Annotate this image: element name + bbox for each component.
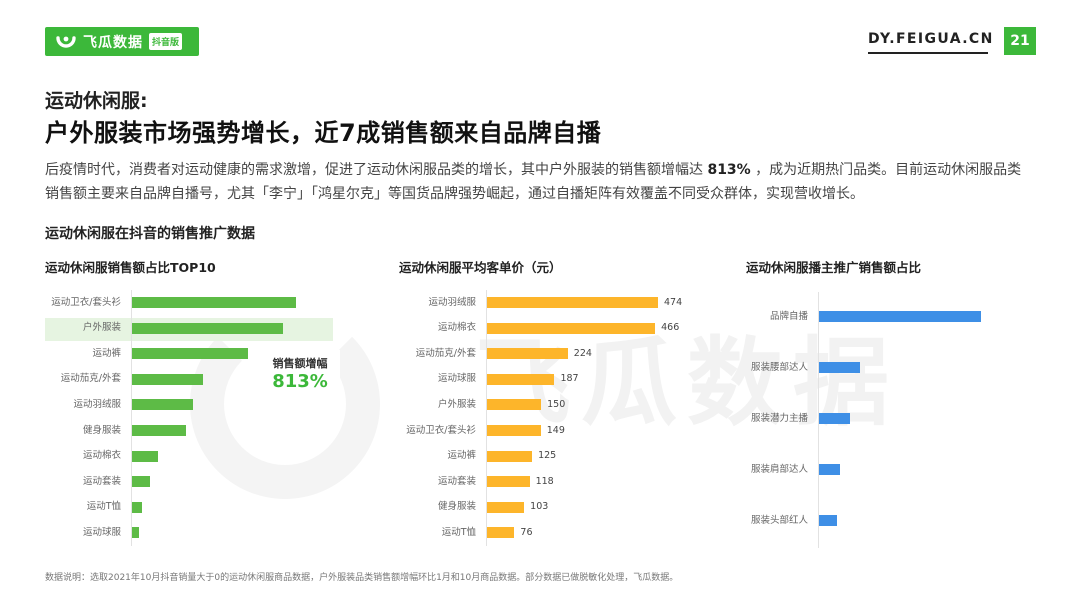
- chart1-bar: [132, 348, 249, 360]
- section-kicker: 运动休闲服:: [45, 90, 148, 112]
- chart2-value-label: 118: [535, 475, 554, 487]
- chart1-category-label: 运动卫衣/套头衫: [51, 296, 121, 308]
- chart2-bar: [487, 322, 656, 334]
- description-highlight: 813%: [707, 162, 751, 178]
- chart2-category-label: 运动T恤: [441, 526, 476, 538]
- site-underline: [868, 52, 988, 54]
- chart2-bar: [487, 425, 541, 436]
- chart1-bar: [132, 450, 159, 462]
- chart1-title: 运动休闲服销售额占比TOP10: [45, 260, 216, 275]
- chart3-bar: [819, 464, 841, 475]
- chart1-category-label: 户外服装: [82, 322, 121, 334]
- page-number: 21: [1004, 27, 1036, 55]
- description-part2: ，成为近期热门品类。目前运动休闲服品类销售额主要来自品牌自播号，尤其「李宁」「鸿…: [45, 162, 1022, 202]
- chart1-category-label: 健身服装: [82, 424, 121, 436]
- chart2-bar: [487, 399, 542, 411]
- section-title: 运动休闲服在抖音的销售推广数据: [45, 226, 255, 242]
- chart2-category-label: 健身服装: [437, 501, 476, 513]
- callout-label: 销售额增幅: [272, 357, 328, 370]
- chart2-category-label: 运动球服: [437, 373, 476, 385]
- chart3-bar: [819, 311, 981, 322]
- chart2-value-label: 103: [530, 501, 549, 513]
- chart1-axis-line: [131, 290, 132, 546]
- brand-tag: 抖音版: [149, 33, 183, 50]
- chart3-axis-line: [818, 292, 819, 548]
- chart1-category-label: 运动T恤: [86, 501, 121, 513]
- footnote: 数据说明：选取2021年10月抖音销量大于0的运动休闲服商品数据，户外服装品类销…: [45, 573, 679, 583]
- chart2-category-label: 运动茄克/外套: [415, 347, 476, 359]
- chart2-value-label: 149: [546, 424, 565, 436]
- chart1-bar: [132, 297, 296, 308]
- chart3-bar: [819, 362, 860, 373]
- chart2-value-label: 187: [560, 373, 579, 385]
- chart2-bar: [487, 348, 568, 360]
- description-part1: 后疫情时代，消费者对运动健康的需求激增，促进了运动休闲服品类的增长，其中户外服装…: [45, 162, 708, 178]
- site-url: DY.FEIGUA.CN: [868, 31, 994, 47]
- chart1-category-label: 运动羽绒服: [73, 398, 121, 410]
- chart2-value-label: 125: [538, 450, 557, 462]
- chart2-value-label: 466: [661, 322, 680, 334]
- chart2-bar: [487, 527, 515, 539]
- chart3-category-label: 品牌自播: [769, 310, 808, 322]
- feigua-logo-icon: [56, 35, 76, 48]
- chart2-category-label: 运动棉衣: [437, 322, 476, 334]
- brand-name: 飞瓜数据: [83, 34, 143, 51]
- chart3-bar: [819, 515, 837, 526]
- chart2-value-label: 474: [664, 296, 683, 308]
- chart2-bar: [487, 501, 525, 513]
- chart1-bar: [132, 322, 283, 334]
- chart2-category-label: 运动套装: [437, 475, 476, 487]
- chart2-category-label: 运动裤: [447, 450, 476, 462]
- growth-callout: 销售额增幅 813%: [260, 350, 340, 394]
- chart2-category-label: 户外服装: [437, 398, 476, 410]
- chart1-category-label: 运动球服: [82, 526, 121, 538]
- chart3-title: 运动休闲服播主推广销售额占比: [746, 260, 922, 275]
- chart2-bar: [487, 297, 658, 308]
- chart3-category-label: 服装腰部达人: [750, 361, 808, 373]
- chart2-value-label: 76: [520, 526, 533, 538]
- page-title: 户外服装市场强势增长，近7成销售额来自品牌自播: [45, 119, 602, 147]
- chart2-title: 运动休闲服平均客单价（元）: [399, 260, 562, 275]
- chart3-category-label: 服装头部红人: [750, 514, 808, 526]
- chart2-category-label: 运动羽绒服: [428, 296, 476, 308]
- chart3-category-label: 服装肩部达人: [750, 463, 808, 475]
- chart2-value-label: 150: [547, 398, 566, 410]
- chart1-bar: [132, 425, 187, 436]
- chart3-category-label: 服装潜力主播: [750, 412, 808, 424]
- chart1-category-label: 运动套装: [82, 475, 121, 487]
- chart1-bar: [132, 399, 193, 411]
- callout-value: 813%: [272, 371, 328, 392]
- chart1-category-label: 运动茄克/外套: [60, 373, 121, 385]
- chart1-category-label: 运动裤: [92, 347, 121, 359]
- chart2-bar: [487, 476, 530, 488]
- chart1-bar: [132, 476, 151, 488]
- chart2-bar: [487, 450, 533, 462]
- chart1-bar: [132, 501, 142, 513]
- chart2-axis-line: [486, 290, 487, 546]
- chart1-bar: [132, 373, 203, 385]
- chart1-category-label: 运动棉衣: [82, 450, 121, 462]
- chart3-bar: [819, 413, 850, 424]
- chart2-bar: [487, 373, 555, 385]
- chart2-category-label: 运动卫衣/套头衫: [406, 424, 476, 436]
- brand-logo: 飞瓜数据 抖音版: [45, 27, 199, 56]
- chart2-value-label: 224: [573, 347, 592, 359]
- chart1-bar: [132, 527, 139, 539]
- page-description: 后疫情时代，消费者对运动健康的需求激增，促进了运动休闲服品类的增长，其中户外服装…: [45, 158, 1035, 206]
